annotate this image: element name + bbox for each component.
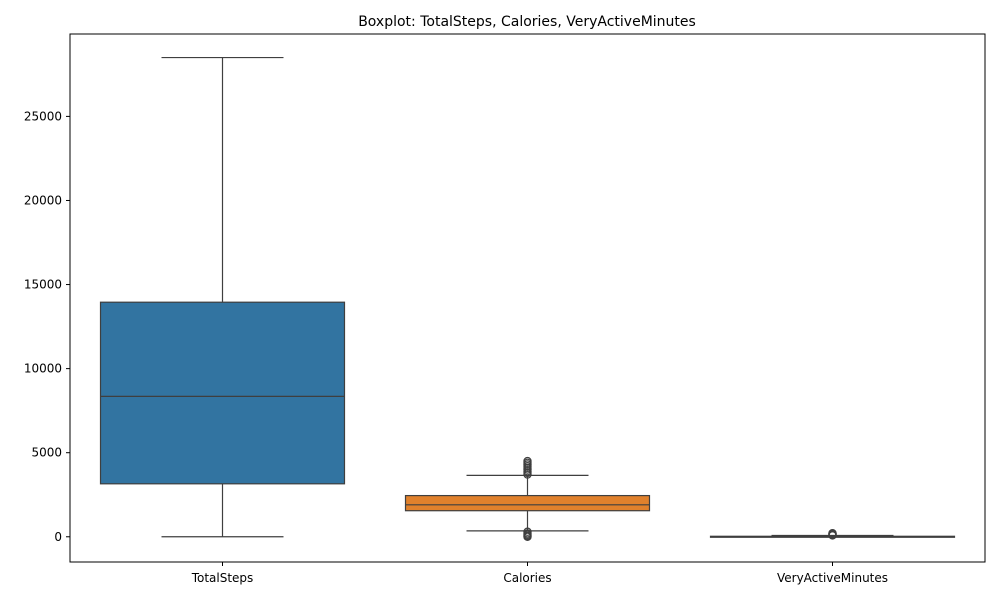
box-group-veryactiveminutes xyxy=(709,529,956,540)
y-tick-label: 20000 xyxy=(24,193,62,207)
y-tick-label: 25000 xyxy=(24,109,62,123)
x-tick-label-totalsteps: TotalSteps xyxy=(191,571,254,585)
y-tick-label: 10000 xyxy=(24,362,62,376)
outlier-point-calories xyxy=(523,527,532,536)
chart-title: Boxplot: TotalSteps, Calories, VeryActiv… xyxy=(358,14,696,30)
y-tick-label: 5000 xyxy=(31,446,62,460)
x-tick-label-calories: Calories xyxy=(503,571,551,585)
box-group-totalsteps xyxy=(99,56,346,538)
outlier-point-veryactiveminutes xyxy=(828,529,837,538)
outlier-point-calories xyxy=(523,456,532,466)
y-tick-label: 15000 xyxy=(24,278,62,292)
box-group-calories xyxy=(404,456,651,541)
boxes-layer xyxy=(99,56,956,541)
box-totalsteps xyxy=(99,301,346,485)
x-tick-label-veryactiveminutes: VeryActiveMinutes xyxy=(777,571,888,585)
axes-layer: 0 5000 10000 15000 20000 25000 TotalSteps Calor… xyxy=(24,33,986,585)
y-tick-label: 0 xyxy=(54,530,62,544)
box-calories xyxy=(404,494,651,512)
